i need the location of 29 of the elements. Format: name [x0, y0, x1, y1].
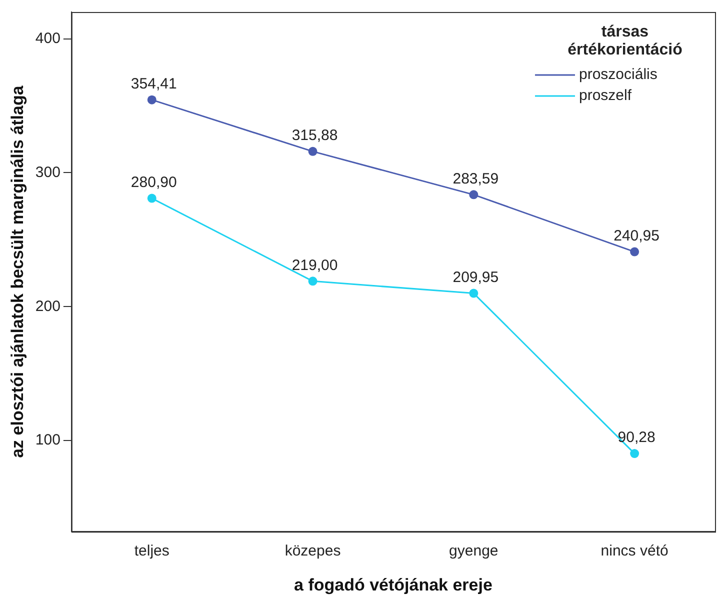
- legend-label: proszociális: [579, 66, 658, 84]
- data-label: 219,00: [292, 256, 338, 274]
- point: [147, 95, 156, 104]
- data-label: 209,95: [452, 268, 499, 286]
- y-tick-label: 300: [35, 164, 60, 181]
- y-tick-label: 400: [35, 30, 60, 47]
- data-label: 315,88: [292, 127, 338, 144]
- point: [308, 146, 318, 156]
- y-axis-title: az elosztói ajánlatok becsült marginális átlaga: [8, 85, 27, 458]
- point: [630, 449, 640, 458]
- point: [630, 247, 640, 256]
- y-tick-label: 200: [35, 298, 60, 315]
- x-axis-title: a fogadó vétójának ereje: [294, 575, 492, 594]
- legend-label: proszelf: [579, 87, 632, 104]
- data-label: 283,59: [452, 170, 499, 188]
- y-tick-label: 100: [35, 432, 60, 449]
- x-tick-label: közepes: [284, 542, 341, 560]
- data-label: 354,41: [130, 75, 177, 92]
- data-label: 280,90: [130, 174, 177, 191]
- x-tick-label: teljes: [134, 542, 170, 560]
- x-tick-label: nincs vétó: [600, 542, 668, 560]
- x-tick-label: gyenge: [449, 542, 498, 560]
- legend-title: társas értékorientáció: [568, 23, 683, 58]
- point: [469, 288, 478, 298]
- point: [147, 194, 156, 203]
- data-label: 90,28: [618, 429, 656, 446]
- point: [308, 276, 318, 286]
- data-label: 240,95: [614, 227, 660, 244]
- point: [469, 190, 478, 200]
